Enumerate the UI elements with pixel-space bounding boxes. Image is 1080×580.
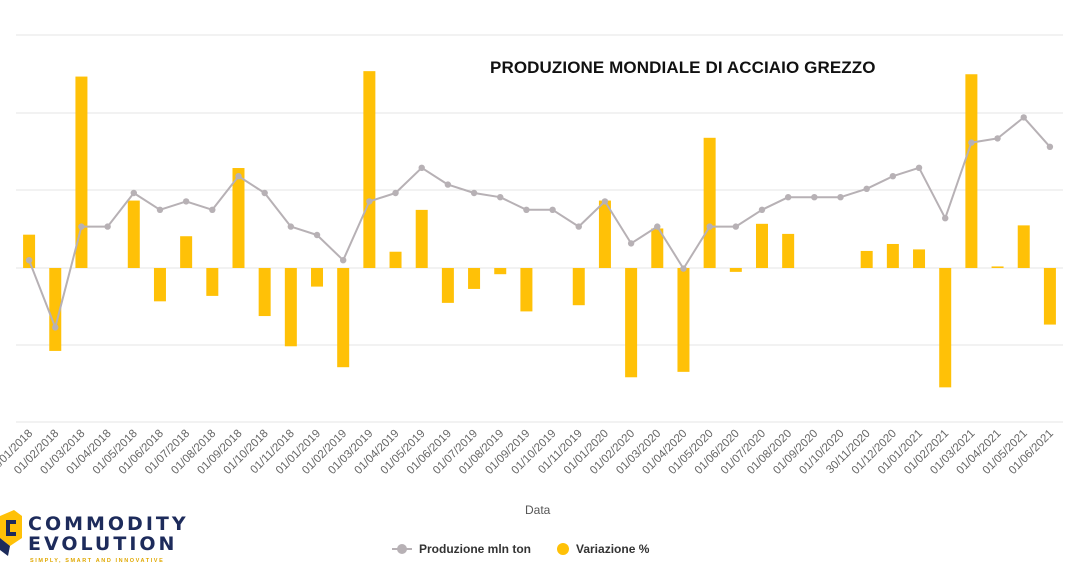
bar-variazione — [886, 243, 899, 268]
point-produzione — [811, 194, 818, 201]
bar-variazione — [598, 200, 611, 268]
point-produzione — [156, 206, 164, 213]
point-produzione — [680, 265, 687, 272]
bar-variazione — [651, 228, 664, 268]
line-series-produzione — [25, 114, 1054, 331]
bar-variazione — [1017, 225, 1030, 268]
point-produzione — [654, 223, 661, 230]
bar-variazione — [337, 268, 350, 368]
bar-variazione — [729, 268, 742, 272]
point-produzione — [915, 164, 923, 171]
point-produzione — [339, 257, 347, 264]
legend-item-produzione[interactable]: Produzione mln ton — [392, 542, 531, 556]
point-produzione — [392, 189, 399, 197]
bar-variazione — [494, 268, 507, 275]
point-produzione — [863, 185, 870, 192]
point-produzione — [470, 189, 478, 197]
bar-variazione — [311, 268, 324, 287]
logo-word-evolution: EVOLUTION — [28, 533, 178, 555]
bar-variazione — [75, 76, 88, 268]
point-produzione — [837, 194, 844, 201]
logo-tagline: SIMPLY, SMART AND INNOVATIVE — [30, 558, 165, 564]
point-produzione — [549, 206, 556, 213]
point-produzione — [601, 198, 609, 205]
point-produzione — [758, 206, 766, 213]
bar-variazione — [363, 71, 376, 269]
bar-variazione — [755, 223, 768, 268]
legend: Produzione mln ton Variazione % — [392, 542, 649, 556]
grid-lines — [16, 34, 1063, 423]
point-produzione — [52, 324, 59, 331]
bar-variazione — [939, 268, 952, 388]
point-produzione — [287, 223, 295, 230]
legend-item-variazione[interactable]: Variazione % — [557, 542, 649, 556]
point-produzione — [1046, 143, 1054, 150]
bar-variazione — [520, 268, 533, 312]
bar-variazione — [703, 137, 716, 268]
bar-variazione — [1043, 268, 1056, 325]
legend-label-variazione: Variazione % — [576, 542, 650, 556]
bar-variazione — [180, 236, 193, 268]
x-axis-ticks: 01/01/201801/02/201801/03/201801/04/2018… — [0, 428, 1056, 477]
bar-variazione — [991, 266, 1004, 268]
bar-variazione — [782, 233, 795, 268]
point-produzione — [575, 223, 582, 230]
bar-variazione — [441, 268, 454, 303]
point-produzione — [994, 135, 1001, 142]
bar-variazione — [49, 268, 62, 351]
legend-line-marker-icon — [392, 544, 412, 554]
bar-variazione — [415, 209, 428, 268]
point-produzione — [25, 257, 33, 264]
point-produzione — [968, 139, 975, 146]
point-produzione — [784, 194, 792, 201]
point-produzione — [261, 189, 268, 197]
bar-variazione — [965, 74, 978, 268]
point-produzione — [523, 206, 530, 213]
bar-variazione — [913, 249, 926, 268]
bar-variazione — [572, 268, 585, 306]
point-produzione — [706, 223, 713, 230]
point-produzione — [444, 181, 452, 188]
point-produzione — [732, 223, 740, 230]
bar-variazione — [206, 268, 219, 296]
bar-variazione — [284, 268, 297, 347]
bar-series-variazione — [23, 71, 1056, 388]
commodity-evolution-logo: COMMODITY EVOLUTION SIMPLY, SMART AND IN… — [0, 510, 200, 574]
chart-title: PRODUZIONE MONDIALE DI ACCIAIO GREZZO — [490, 58, 876, 77]
point-produzione — [366, 198, 373, 205]
bar-variazione — [677, 268, 690, 372]
point-produzione — [418, 164, 425, 171]
bar-variazione — [153, 268, 166, 302]
bar-variazione — [468, 268, 481, 289]
bar-variazione — [127, 200, 140, 268]
bar-variazione — [860, 250, 873, 268]
point-produzione — [235, 173, 242, 180]
bar-variazione — [625, 268, 638, 378]
point-produzione — [130, 189, 137, 197]
legend-label-produzione: Produzione mln ton — [419, 542, 531, 556]
point-produzione — [497, 194, 504, 201]
x-axis-title: Data — [525, 503, 551, 517]
point-produzione — [182, 198, 190, 205]
bar-variazione — [232, 168, 245, 268]
point-produzione — [313, 231, 321, 239]
point-produzione — [78, 223, 85, 230]
point-produzione — [209, 206, 216, 213]
point-produzione — [1020, 114, 1027, 121]
bar-variazione — [389, 251, 402, 268]
line-produzione-path — [28, 116, 1051, 329]
bar-variazione — [258, 268, 271, 317]
legend-dot-marker-icon — [557, 543, 569, 555]
logo-shield-icon — [0, 510, 22, 556]
point-produzione — [104, 223, 111, 230]
point-produzione — [627, 240, 635, 247]
logo-word-commodity: COMMODITY — [28, 513, 189, 535]
point-produzione — [889, 173, 897, 180]
point-produzione — [942, 215, 949, 222]
